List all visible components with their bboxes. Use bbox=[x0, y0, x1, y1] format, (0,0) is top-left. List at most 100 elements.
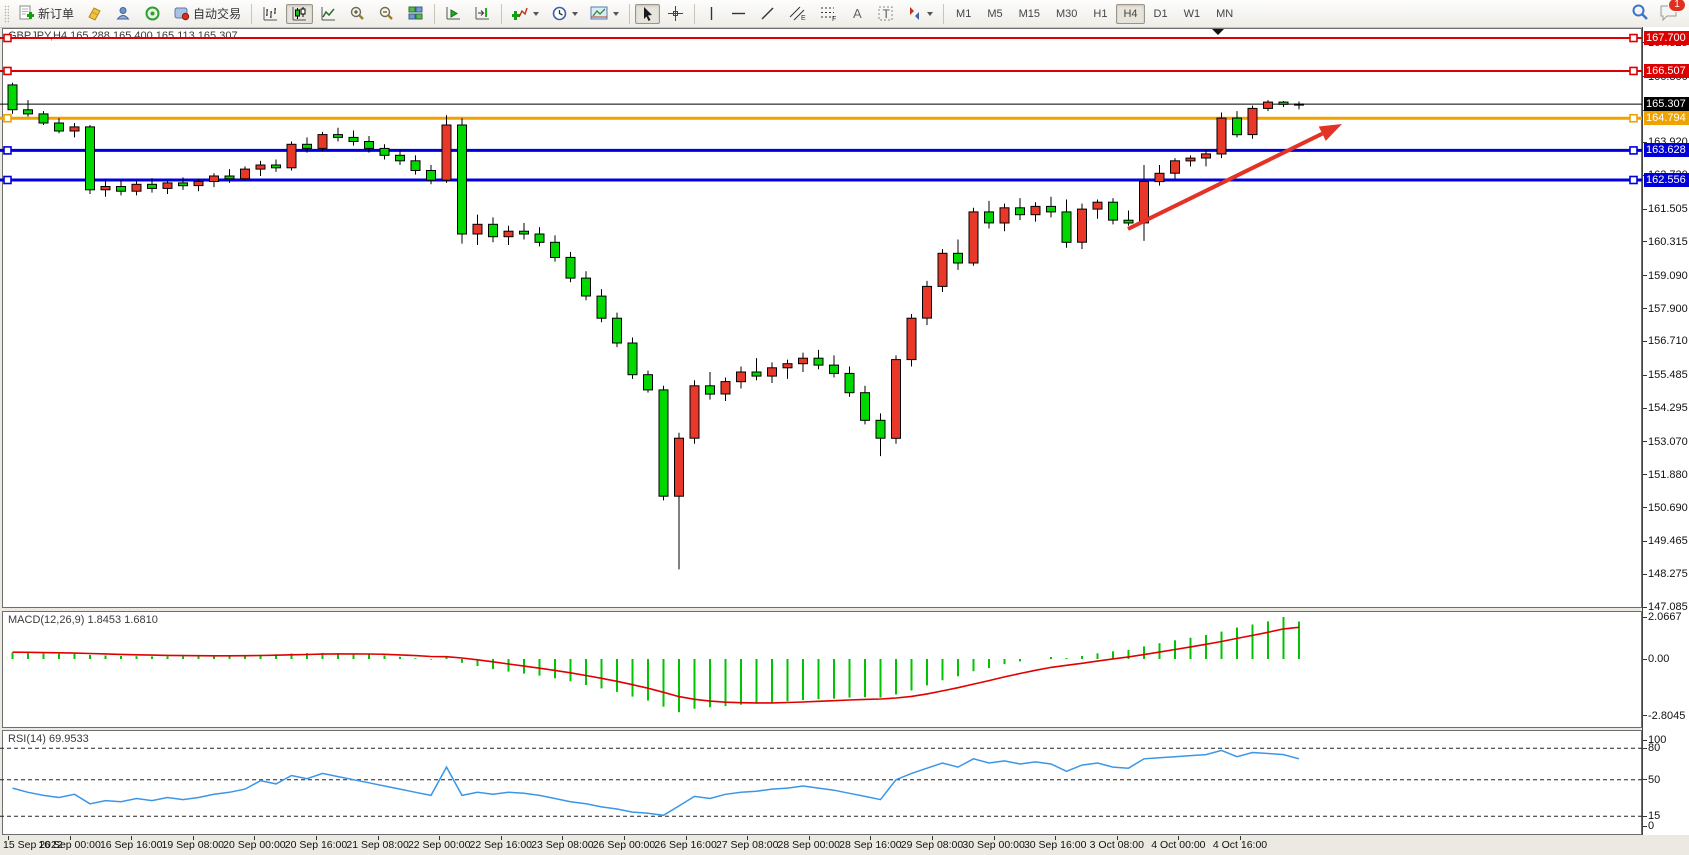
fibonacci-tool-button[interactable]: F bbox=[814, 4, 843, 24]
price-chart-pane[interactable] bbox=[2, 28, 1642, 608]
macd-pane[interactable] bbox=[2, 611, 1642, 728]
text-tool-button[interactable]: A bbox=[845, 4, 870, 24]
rsi-pane[interactable] bbox=[2, 730, 1642, 835]
candle-body bbox=[953, 252, 963, 264]
timeframe-button-h1[interactable]: H1 bbox=[1093, 7, 1108, 20]
time-label: 26 Sep 00:00 bbox=[592, 839, 656, 851]
toolbar-separator bbox=[501, 3, 503, 24]
trend-arrow-head[interactable] bbox=[1318, 124, 1342, 141]
timeframe-button-d1[interactable]: D1 bbox=[1153, 7, 1168, 20]
time-tick bbox=[932, 836, 933, 840]
notifications-button[interactable]: 1 bbox=[1659, 0, 1686, 24]
time-tick bbox=[1240, 836, 1241, 840]
level-handle[interactable] bbox=[1629, 146, 1638, 155]
price-chart-canvas[interactable] bbox=[0, 28, 1642, 608]
toolbar-separator bbox=[434, 3, 436, 24]
timeframe-button-mn[interactable]: MN bbox=[1216, 7, 1234, 20]
chart-shift-button[interactable] bbox=[469, 4, 496, 24]
candle-body bbox=[426, 170, 436, 181]
candlestick-mode-button[interactable] bbox=[286, 3, 314, 24]
zoom-in-button[interactable] bbox=[344, 4, 371, 24]
time-axis[interactable]: 15 Sep 2022 16 Sep 00:00 16 Sep 16:00 19 Se… bbox=[2, 836, 1689, 852]
rsi-canvas[interactable] bbox=[0, 730, 1642, 835]
bar-chart-mode-button[interactable] bbox=[257, 4, 284, 24]
candle-body bbox=[395, 154, 405, 162]
trendline-icon bbox=[759, 5, 776, 22]
trendline-tool-button[interactable] bbox=[754, 4, 781, 24]
channel-tool-button[interactable]: E bbox=[783, 4, 812, 24]
level-handle[interactable] bbox=[1629, 113, 1638, 123]
notification-badge: 1 bbox=[1668, 0, 1686, 12]
zoom-out-icon bbox=[378, 5, 395, 22]
dropdown-caret bbox=[613, 12, 620, 19]
candle-body bbox=[1015, 207, 1025, 216]
candle-body bbox=[255, 164, 266, 170]
autotrading-icon bbox=[173, 5, 190, 22]
vertical-line-tool-button[interactable] bbox=[700, 4, 723, 24]
timeframe-button-m30[interactable]: M30 bbox=[1056, 7, 1078, 20]
level-handle[interactable] bbox=[1629, 66, 1638, 76]
time-tick bbox=[1116, 836, 1118, 840]
candle-body bbox=[829, 364, 839, 374]
level-handle[interactable] bbox=[3, 175, 12, 185]
line-chart-mode-button[interactable] bbox=[315, 4, 342, 24]
price-axis[interactable] bbox=[1642, 27, 1689, 835]
timeframe-button-m1[interactable]: M1 bbox=[956, 7, 972, 20]
arrows-tool-button[interactable] bbox=[901, 4, 938, 24]
timeframe-button-m5[interactable]: M5 bbox=[987, 7, 1003, 20]
time-tick bbox=[377, 836, 379, 840]
level-handle[interactable] bbox=[3, 113, 12, 123]
candle-body bbox=[999, 207, 1010, 224]
zoom-out-button[interactable] bbox=[373, 4, 400, 24]
cursor-tool-button[interactable] bbox=[635, 3, 661, 24]
candle-body bbox=[643, 374, 653, 391]
arrows-icon bbox=[906, 5, 923, 22]
candle-body bbox=[782, 363, 793, 369]
market-watch-button[interactable] bbox=[81, 4, 108, 24]
chart-shift-marker[interactable] bbox=[1212, 29, 1224, 35]
dropdown-caret bbox=[927, 12, 934, 19]
level-handle[interactable] bbox=[1629, 175, 1638, 185]
periods-button[interactable] bbox=[546, 4, 583, 24]
text-label-tool-button[interactable]: T bbox=[872, 4, 899, 24]
autotrading-button[interactable]: 自动交易 bbox=[168, 4, 246, 24]
time-tick bbox=[131, 836, 133, 840]
search-icon[interactable] bbox=[1631, 3, 1649, 24]
toolbar: 新订单 自动交易 bbox=[0, 0, 1689, 28]
accounts-button[interactable] bbox=[110, 4, 137, 24]
timeframe-button-w1[interactable]: W1 bbox=[1183, 7, 1201, 20]
horizontal-line-tool-button[interactable] bbox=[725, 4, 752, 24]
timeframe-button-m15[interactable]: M15 bbox=[1018, 7, 1040, 20]
trend-arrow-line[interactable] bbox=[1127, 131, 1324, 231]
timeframe-button-h4[interactable]: H4 bbox=[1116, 3, 1145, 24]
text-letter: A bbox=[853, 6, 862, 21]
time-tick bbox=[747, 836, 749, 840]
candle-body bbox=[410, 160, 421, 172]
signals-button[interactable] bbox=[139, 4, 166, 24]
level-handle[interactable] bbox=[3, 66, 12, 76]
candle-body bbox=[798, 357, 808, 365]
new-order-button[interactable]: 新订单 bbox=[13, 4, 79, 24]
indicators-button[interactable] bbox=[507, 4, 544, 24]
macd-canvas[interactable] bbox=[0, 611, 1642, 728]
candle-body bbox=[1154, 172, 1165, 183]
auto-scroll-button[interactable] bbox=[440, 4, 467, 24]
tile-windows-button[interactable] bbox=[402, 4, 429, 24]
candle-body bbox=[689, 385, 700, 439]
level-handle[interactable] bbox=[3, 33, 12, 43]
templates-button[interactable] bbox=[585, 4, 624, 24]
time-tick bbox=[439, 836, 441, 840]
clock-icon bbox=[551, 5, 568, 22]
label-letter: T bbox=[883, 7, 891, 21]
level-handle[interactable] bbox=[1629, 33, 1638, 43]
candle-body bbox=[1092, 201, 1103, 210]
candle-body bbox=[612, 317, 622, 344]
crosshair-tool-button[interactable] bbox=[662, 4, 689, 24]
candle-body bbox=[767, 367, 777, 377]
time-label: 22 Sep 00:00 bbox=[407, 839, 471, 851]
candle-body bbox=[534, 233, 545, 243]
candle-body bbox=[100, 186, 111, 191]
candle-body bbox=[565, 256, 576, 279]
level-handle[interactable] bbox=[3, 146, 12, 155]
candle-body bbox=[875, 419, 886, 439]
